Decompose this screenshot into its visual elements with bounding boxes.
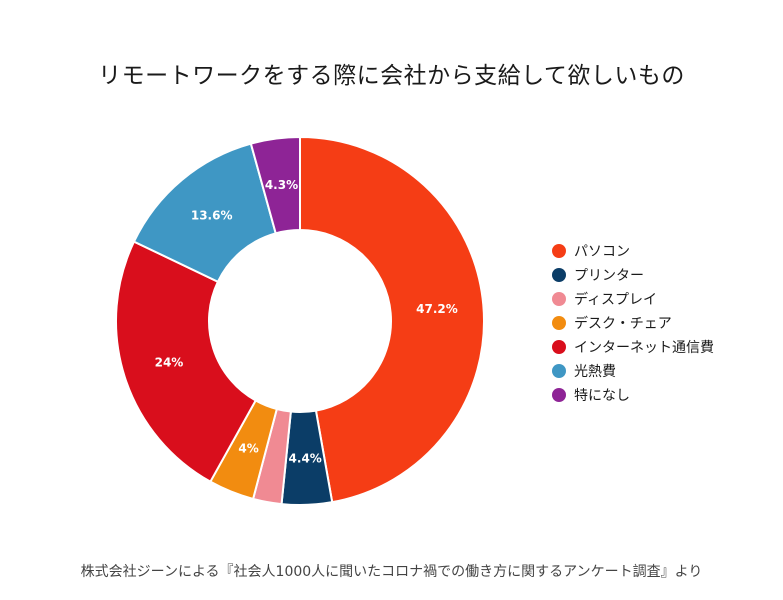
legend-label: パソコン	[574, 244, 630, 260]
chart-title: リモートワークをする際に会社から支給して欲しいもの	[98, 63, 685, 89]
legend-item-3: ディスプレイ	[552, 287, 714, 311]
slice-label-2: 4.4%	[289, 451, 322, 465]
legend-swatch-icon	[552, 316, 566, 330]
legend-item-6: 光熱費	[552, 359, 714, 383]
legend-swatch-icon	[552, 292, 566, 306]
legend-swatch-icon	[552, 340, 566, 354]
legend-label: デスク・チェア	[574, 316, 672, 332]
legend-swatch-icon	[552, 388, 566, 402]
slice-label-4: 4%	[238, 442, 258, 456]
chart-legend: パソコンプリンターディスプレイ デスク・チェアインターネット通信費 光熱費特になし	[552, 239, 714, 407]
slice-5	[115, 240, 258, 484]
legend-label: 特になし	[574, 388, 630, 404]
legend-item-7: 特になし	[552, 383, 714, 407]
slice-1	[299, 135, 485, 504]
legend-item-2: プリンター	[552, 263, 714, 287]
legend-item-5: インターネット通信費	[552, 335, 714, 359]
legend-swatch-icon	[552, 364, 566, 378]
slice-label-7: 4.3%	[265, 178, 298, 192]
legend-label: ディスプレイ	[574, 292, 658, 308]
slice-label-6: 13.6%	[191, 209, 233, 223]
slice-label-5: 24%	[155, 356, 184, 370]
slice-7	[249, 135, 301, 235]
legend-item-4: デスク・チェア	[552, 311, 714, 335]
legend-label: インターネット通信費	[574, 340, 714, 356]
chart-source-note: 株式会社ジーンによる『社会人1000人に聞いたコロナ禍での働き方に関するアンケー…	[80, 564, 703, 580]
legend-label: プリンター	[574, 268, 644, 284]
legend-swatch-icon	[552, 268, 566, 282]
legend-label: 光熱費	[574, 364, 616, 380]
legend-item-1: パソコン	[552, 239, 714, 263]
slice-label-1: 47.2%	[416, 302, 458, 316]
legend-swatch-icon	[552, 244, 566, 258]
